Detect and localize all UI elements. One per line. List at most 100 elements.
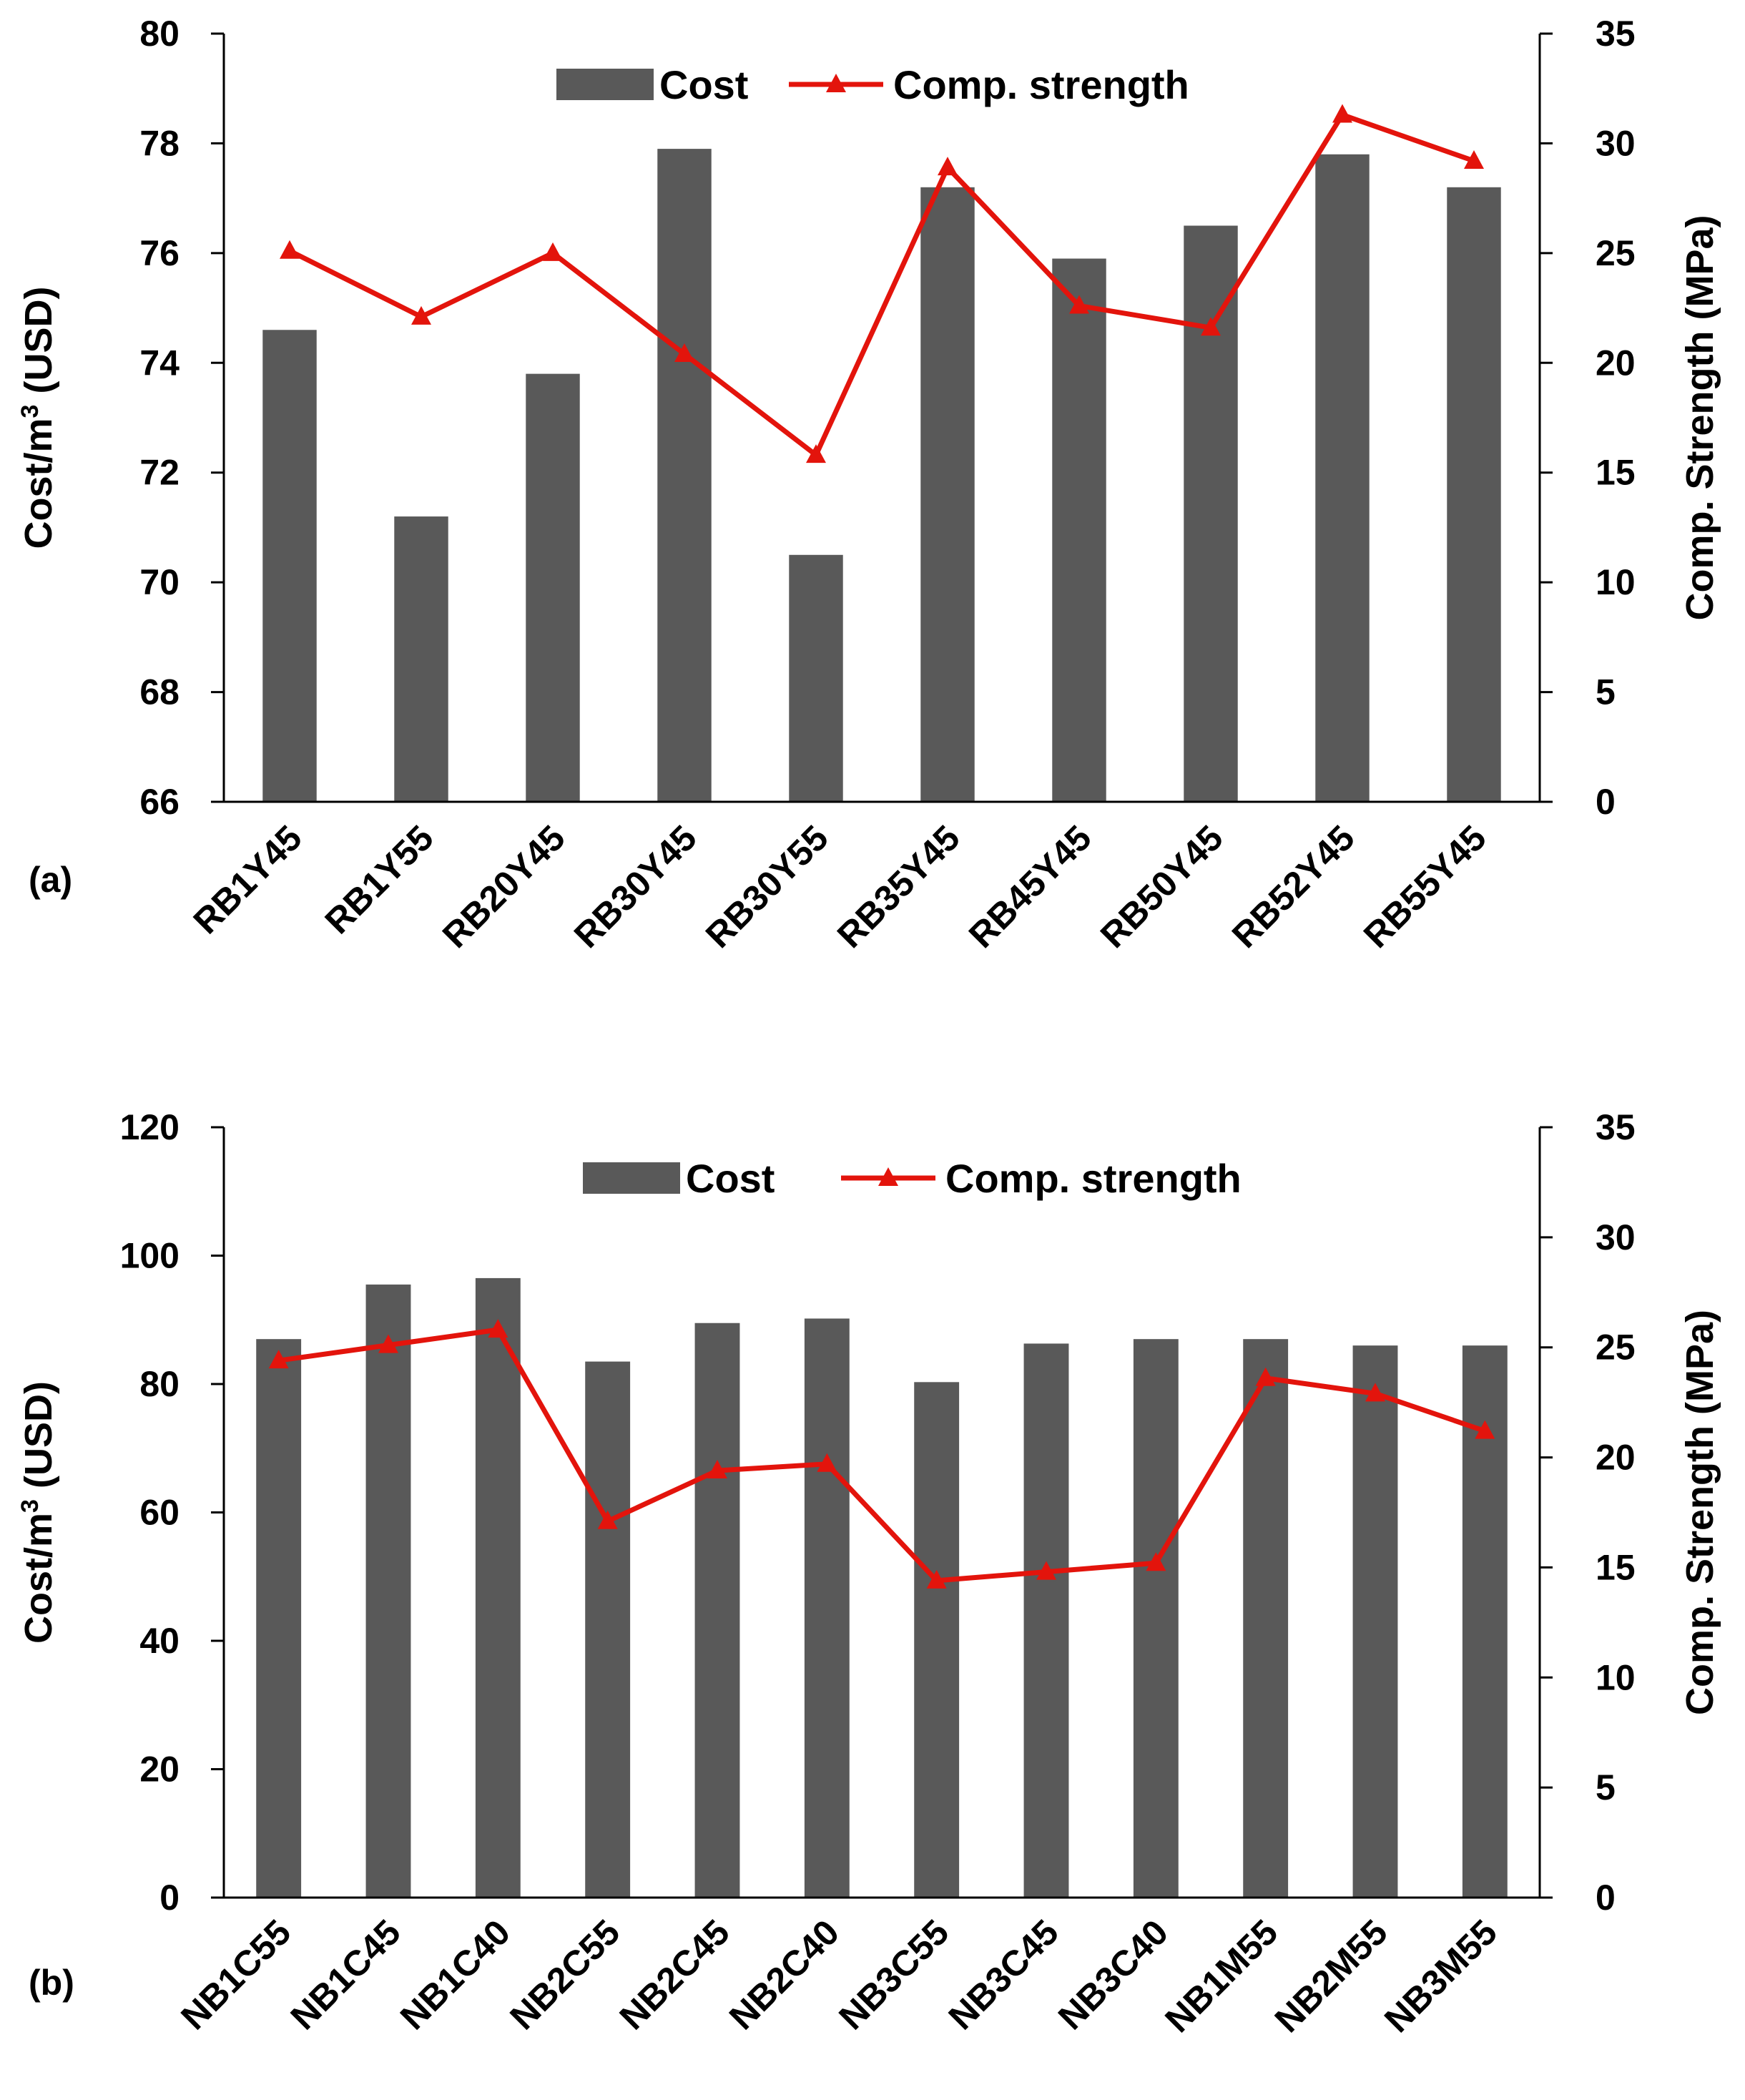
strength-line: [288, 112, 1475, 459]
strength-marker: [926, 1569, 947, 1589]
left-tick-label: 60: [139, 1493, 180, 1533]
left-tick-label: 80: [139, 14, 180, 54]
category-label: NB1C40: [393, 1912, 518, 2037]
left-tick-label: 0: [159, 1878, 180, 1918]
chart-panel-a: 66 68 70 72 74 76 78 80 0 5 10 15 20 25 30 35 RB1Y45 RB1Y…: [16, 14, 1721, 956]
category-label: RB35Y45: [830, 818, 968, 956]
strength-marker: [378, 1334, 398, 1353]
right-tick-label: 25: [1596, 233, 1636, 273]
category-label: NB1C55: [173, 1912, 298, 2037]
legend-cost-swatch: [583, 1162, 680, 1194]
left-tick-label: 100: [120, 1236, 180, 1276]
cost-bar: [920, 187, 975, 802]
cost-bar: [1315, 154, 1370, 802]
right-tick-label: 0: [1596, 1878, 1616, 1918]
strength-marker: [938, 157, 958, 176]
right-tick-label: 10: [1596, 1657, 1636, 1697]
category-label: RB45Y45: [961, 818, 1099, 956]
strength-line: [278, 1327, 1486, 1584]
strength-marker: [411, 305, 431, 325]
legend-strength-marker: [878, 1167, 898, 1186]
left-tick-label: 40: [139, 1621, 180, 1661]
left-axis-title-unit: (USD): [17, 1381, 60, 1499]
right-tick-label: 30: [1596, 1217, 1636, 1257]
category-label: RB50Y45: [1093, 818, 1231, 956]
cost-bar: [914, 1382, 960, 1898]
cost-bar: [1052, 258, 1106, 802]
left-axis-title-text: Cost/m: [17, 418, 60, 549]
category-label: RB1Y55: [318, 818, 441, 941]
cost-bar: [394, 516, 448, 802]
category-label: NB2C40: [722, 1912, 847, 2037]
strength-marker: [1332, 104, 1352, 123]
right-axis-title: Comp. Strength (MPa): [1678, 1310, 1721, 1715]
left-tick-label: 68: [139, 672, 180, 712]
legend-cost-label: Cost: [686, 1156, 775, 1201]
category-label: NB1M55: [1157, 1912, 1285, 2040]
right-tick-label: 15: [1596, 1547, 1636, 1587]
cost-bar: [694, 1323, 740, 1898]
category-label: RB1Y45: [186, 818, 310, 941]
right-tick-label: 35: [1596, 14, 1636, 54]
right-tick-label: 5: [1596, 672, 1616, 712]
right-tick-label: 20: [1596, 1438, 1636, 1478]
cost-bar: [1352, 1345, 1398, 1898]
strength-marker: [1146, 1552, 1166, 1571]
strength-marker: [280, 240, 300, 259]
right-tick-label: 0: [1596, 782, 1616, 822]
cost-bar: [256, 1339, 302, 1898]
strength-marker: [1365, 1383, 1385, 1402]
legend-cost-label: Cost: [659, 62, 748, 107]
strength-marker: [674, 343, 694, 363]
left-tick-label: 78: [139, 123, 180, 163]
cost-bar: [789, 554, 843, 802]
strength-marker: [597, 1510, 618, 1529]
category-label: NB2M55: [1267, 1912, 1395, 2040]
left-axis-title-superscript: 3: [16, 405, 44, 418]
panel-label: (b): [29, 1963, 74, 2003]
category-label: NB3C45: [941, 1912, 1066, 2037]
legend-strength-label: Comp. strength: [893, 62, 1189, 107]
right-tick-label: 20: [1596, 343, 1636, 383]
left-axis-title: Cost/m3 (USD): [16, 287, 60, 549]
strength-marker: [488, 1319, 508, 1338]
strength-marker: [268, 1350, 289, 1369]
cost-bar: [1243, 1339, 1289, 1898]
left-tick-label: 66: [139, 782, 180, 822]
cost-bar: [1184, 225, 1238, 802]
strength-marker: [806, 444, 826, 463]
chart-panel-b: 02040608010012005101520253035NB1C55NB1C4…: [16, 1107, 1721, 2040]
cost-bar: [1447, 187, 1501, 802]
left-axis-title: Cost/m3 (USD): [16, 1381, 60, 1644]
cost-bar: [804, 1318, 850, 1898]
category-label: NB3C40: [1051, 1912, 1176, 2037]
strength-marker: [543, 242, 563, 261]
strength-marker: [817, 1453, 837, 1472]
category-label: RB30Y55: [698, 818, 836, 956]
strength-marker: [1201, 317, 1221, 336]
left-tick-label: 80: [139, 1364, 180, 1404]
left-tick-label: 70: [139, 562, 180, 602]
legend-strength-marker: [826, 74, 846, 92]
category-label: RB20Y45: [435, 818, 573, 956]
cost-bar: [262, 330, 317, 802]
right-tick-label: 25: [1596, 1328, 1636, 1368]
cost-bar: [657, 149, 712, 803]
right-tick-label: 35: [1596, 1107, 1636, 1147]
right-axis-title: Comp. Strength (MPa): [1678, 215, 1721, 621]
cost-bar: [1023, 1343, 1069, 1898]
legend-strength-label: Comp. strength: [945, 1156, 1242, 1201]
panel-label: (a): [29, 860, 72, 900]
left-tick-label: 72: [139, 453, 180, 493]
cost-bar: [475, 1277, 521, 1898]
left-tick-label: 20: [139, 1750, 180, 1790]
strength-marker: [1464, 149, 1484, 169]
cost-bar: [365, 1284, 411, 1898]
category-label: NB1C45: [283, 1912, 408, 2037]
strength-marker: [1036, 1561, 1056, 1580]
left-axis-title-text: Cost/m: [17, 1513, 60, 1644]
strength-marker: [1255, 1367, 1276, 1386]
right-tick-label: 30: [1596, 123, 1636, 163]
category-label: RB55Y45: [1356, 818, 1494, 956]
